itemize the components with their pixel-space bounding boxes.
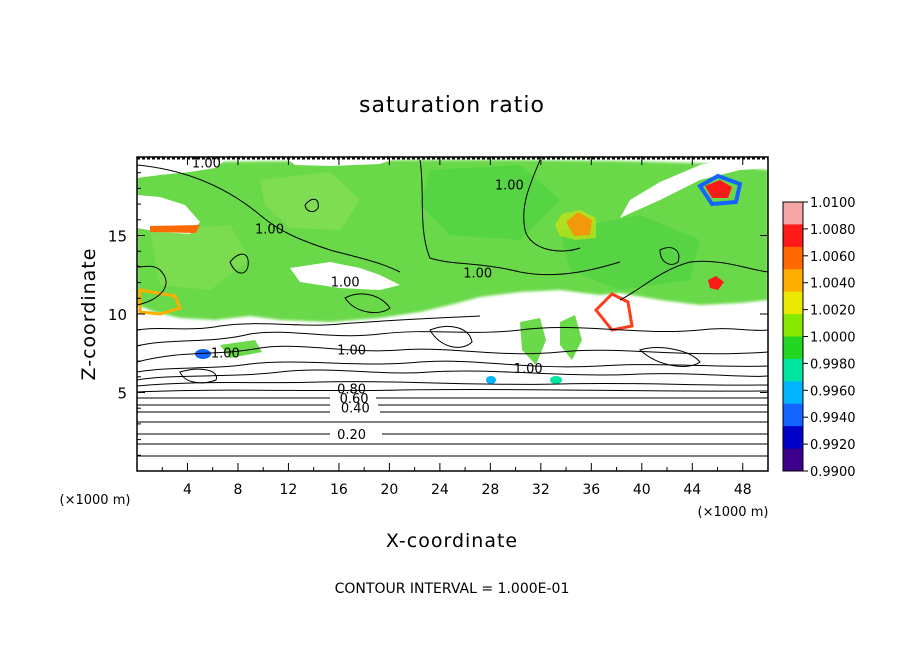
colorbar-label: 1.0100 [810, 196, 856, 211]
colorbar-label: 0.9900 [810, 465, 856, 480]
x-tick-label: 32 [532, 482, 550, 498]
blue-spot-2 [486, 376, 496, 384]
contour-label: 0.20 [337, 428, 366, 443]
x-tick-label: 28 [481, 482, 499, 498]
colorbar-swatch [783, 403, 803, 427]
upper-left-white-2 [137, 195, 200, 234]
contour-label: 1.00 [331, 276, 360, 291]
x-axis-ticks: 4 8 12 16 20 24 28 32 36 40 44 48 [161, 157, 752, 498]
blue-spot-3 [550, 376, 562, 384]
contour-lines [137, 159, 768, 457]
colorbar-label: 0.9960 [810, 384, 856, 399]
x-tick-label: 24 [431, 482, 449, 498]
blue-spot-1 [195, 349, 211, 359]
contour-label: 1.00 [255, 222, 284, 237]
colorbar-swatch [783, 314, 803, 337]
x-tick-label: 12 [280, 482, 298, 498]
hot-spot-right [705, 180, 732, 198]
colorbar-swatch [783, 358, 803, 382]
colorbar-swatch [783, 246, 803, 270]
colorbar-label: 1.0080 [810, 223, 856, 238]
colorbar-label: 1.0020 [810, 304, 856, 319]
red-pocket-1 [150, 225, 200, 233]
z-unit-label: (×1000 m) [60, 493, 131, 508]
contour-labels: 1.00 1.00 1.00 1.00 1.00 1.00 1.00 1.00 0.800.60… [192, 156, 543, 443]
green-variation-1 [260, 172, 360, 230]
colorbar-swatch [783, 426, 803, 450]
x-unit-label: (×1000 m) [698, 505, 769, 520]
green-variation-2 [420, 165, 560, 240]
green-variation-4 [150, 225, 250, 290]
colorbar: 1.0100 1.0080 1.0060 1.0040 1.0020 1.0000 0.99… [782, 196, 856, 480]
y-axis-title: Z-coordinate [78, 248, 100, 381]
yellow-rim-left [138, 288, 183, 316]
x-tick-label: 44 [683, 482, 701, 498]
contour-interval-note: CONTOUR INTERVAL = 1.000E-01 [335, 581, 570, 597]
red-rim-36 [593, 292, 634, 332]
contour-label: 1.00 [514, 362, 543, 377]
x-axis-title: X-coordinate [386, 530, 518, 552]
x-tick-label: 8 [233, 482, 242, 498]
contour-label: 1.00 [463, 266, 492, 281]
x-tick-label: 48 [734, 482, 752, 498]
colorbar-swatch [783, 269, 803, 293]
x-tick-label: 40 [633, 482, 651, 498]
cloud-hole [290, 262, 400, 290]
colorbar-label: 0.9940 [810, 411, 856, 426]
upper-right-white [620, 157, 768, 218]
upper-left-white [137, 157, 230, 178]
colorbar-swatch [783, 291, 803, 315]
y-tick-label: 5 [117, 385, 127, 403]
colorbar-swatch [783, 448, 803, 472]
contour-label: 0.80 [337, 383, 366, 398]
x-tick-label: 4 [183, 482, 192, 498]
contour-label: 1.00 [337, 343, 366, 358]
blue-ring-right [697, 173, 743, 207]
colorbar-swatch [783, 224, 803, 248]
y-axis-ticks: 5 10 15 [108, 172, 768, 456]
plot-area [136, 156, 769, 472]
green-tongue-2 [560, 315, 582, 360]
red-spot-44 [708, 276, 724, 290]
x-tick-label: 36 [582, 482, 600, 498]
contour-label: 1.00 [495, 178, 524, 193]
colorbar-label: 1.0060 [810, 250, 856, 265]
green-tongue-3 [220, 340, 262, 358]
x-tick-label: 16 [330, 482, 348, 498]
colorbar-label: 1.0040 [810, 277, 856, 292]
x-tick-label: 20 [380, 482, 398, 498]
y-tick-label: 10 [108, 306, 127, 324]
yellow-pocket [555, 210, 596, 240]
contour-label: 0.60 [340, 392, 369, 407]
colorbar-label: 0.9980 [810, 357, 856, 372]
contour-label: 1.00 [192, 156, 221, 171]
contour-label: 1.00 [211, 346, 240, 361]
colorbar-label: 0.9920 [810, 438, 856, 453]
contour-label: 0.40 [341, 401, 370, 416]
colorbar-swatch [783, 336, 803, 360]
chart-title: saturation ratio [359, 93, 545, 118]
colorbar-swatch [783, 381, 803, 405]
colorbar-swatch [783, 202, 803, 225]
colorbar-label: 1.0000 [810, 331, 856, 346]
y-tick-label: 15 [108, 228, 127, 246]
